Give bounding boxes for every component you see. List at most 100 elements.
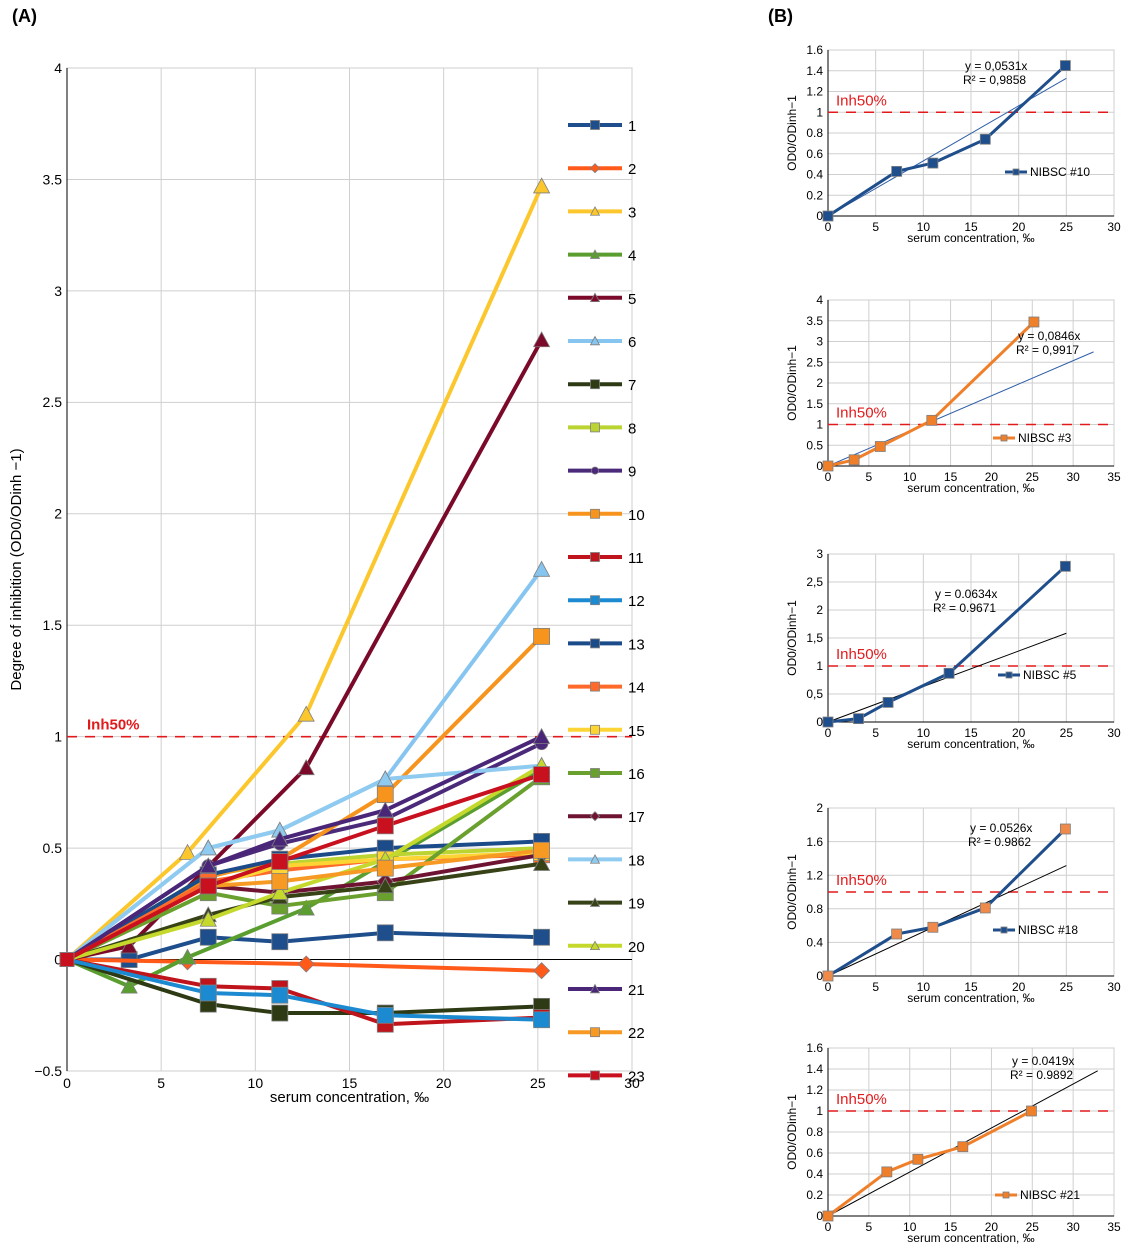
data-point bbox=[1059, 823, 1071, 835]
legend-label: 17 bbox=[628, 809, 645, 826]
data-point bbox=[1059, 60, 1071, 71]
x-tick-label: 0 bbox=[825, 220, 832, 234]
legend-label: NIBSC #21 bbox=[1020, 1188, 1080, 1202]
x-tick-label: 10 bbox=[903, 1220, 917, 1234]
legend-marker bbox=[589, 206, 601, 216]
data-point bbox=[853, 713, 864, 725]
y-tick-label: 0.6 bbox=[806, 1146, 823, 1160]
data-point bbox=[271, 853, 289, 870]
series-23 bbox=[59, 766, 550, 967]
data-point bbox=[376, 877, 394, 894]
legend-marker bbox=[589, 940, 601, 951]
legend-label: 16 bbox=[628, 766, 645, 783]
data-point bbox=[376, 859, 394, 877]
x-tick-label: 10 bbox=[917, 220, 931, 234]
y-tick-label: 0 bbox=[816, 459, 823, 473]
legend-label: 21 bbox=[628, 982, 645, 999]
x-tick-label: 25 bbox=[1060, 220, 1074, 234]
y-tick-label: 4 bbox=[54, 60, 62, 76]
trend-r2: R² = 0.9892 bbox=[1010, 1068, 1073, 1082]
legend-label: 14 bbox=[628, 680, 645, 697]
y-tick-label: 2 bbox=[816, 376, 823, 390]
data-point bbox=[533, 766, 550, 783]
legend-label: 5 bbox=[628, 291, 636, 308]
data-point bbox=[532, 854, 551, 871]
legend-label: 11 bbox=[628, 550, 644, 567]
legend-item-18: 18 bbox=[568, 852, 645, 869]
data-point bbox=[882, 697, 894, 708]
y-tick-label: 0.8 bbox=[806, 126, 823, 140]
legend-label: 8 bbox=[628, 420, 636, 437]
x-tick-label: 20 bbox=[436, 1075, 452, 1091]
x-tick-label: 15 bbox=[944, 470, 958, 484]
legend-marker bbox=[590, 120, 600, 130]
y-tick-label: 1 bbox=[816, 105, 823, 119]
legend-label: 2 bbox=[628, 161, 636, 178]
y-tick-label: 1 bbox=[816, 659, 823, 673]
legend-item: NIBSC #10 bbox=[1005, 165, 1090, 179]
panel-label-a: (A) bbox=[12, 6, 37, 26]
y-tick-label: 0 bbox=[816, 969, 823, 983]
legend-item-9: 9 bbox=[568, 464, 636, 481]
y-tick-label: 3 bbox=[816, 547, 823, 561]
x-axis-label: serum concentration, ‰ bbox=[907, 1231, 1034, 1245]
x-tick-label: 30 bbox=[1107, 220, 1121, 234]
y-tick-label: 0.5 bbox=[43, 840, 63, 856]
legend-label: 1 bbox=[628, 118, 636, 135]
trend-equation: y = 0.0526x bbox=[970, 821, 1032, 835]
x-tick-label: 10 bbox=[903, 470, 917, 484]
panel-label-b: (B) bbox=[768, 6, 793, 26]
legend-item-11: 11 bbox=[568, 550, 644, 567]
chart-B3: 0 5 10 15 20 25 30 0 0,5 1 1,5 2 2,5 3 serum concentra… bbox=[785, 547, 1121, 751]
data-point bbox=[199, 877, 217, 895]
x-axis-label: serum concentration, ‰ bbox=[907, 737, 1034, 751]
y-axis-label: OD0/ODinh−1 bbox=[785, 345, 799, 421]
legend-marker bbox=[590, 379, 600, 390]
y-tick-label: 0,5 bbox=[806, 687, 823, 701]
trend-r2: R² = 0,9858 bbox=[963, 73, 1026, 87]
legend-marker bbox=[590, 638, 600, 649]
y-tick-label: 0.8 bbox=[806, 902, 823, 916]
data-point bbox=[199, 839, 217, 856]
y-tick-label: 0.4 bbox=[806, 168, 823, 182]
data-point bbox=[822, 1210, 834, 1222]
y-tick-label: 0 bbox=[816, 715, 823, 729]
data-point bbox=[1026, 1105, 1037, 1117]
x-tick-label: 30 bbox=[1107, 726, 1121, 740]
legend-label: 3 bbox=[628, 204, 636, 221]
series-line bbox=[66, 338, 544, 962]
legend-item-5: 5 bbox=[568, 291, 636, 308]
legend-item-3: 3 bbox=[568, 204, 636, 221]
y-tick-label: 1.2 bbox=[806, 85, 823, 99]
x-axis-label: serum concentration, ‰ bbox=[907, 991, 1034, 1005]
x-axis-label: serum concentration, ‰ bbox=[907, 231, 1034, 245]
data-point bbox=[271, 830, 289, 847]
legend-marker bbox=[591, 466, 600, 475]
legend-item-23: 23 bbox=[568, 1068, 645, 1085]
data-point bbox=[874, 441, 886, 452]
x-tick-label: 0 bbox=[825, 1220, 832, 1234]
trend-r2: R² = 0,9917 bbox=[1016, 343, 1079, 357]
data-point bbox=[979, 902, 991, 914]
data-point bbox=[178, 948, 197, 965]
x-tick-label: 20 bbox=[1012, 220, 1026, 234]
legend-marker bbox=[590, 724, 600, 735]
y-tick-label: 4 bbox=[816, 293, 823, 307]
legend-item-13: 13 bbox=[568, 636, 645, 653]
y-tick-label: 1 bbox=[54, 729, 62, 745]
legend-label: NIBSC #18 bbox=[1018, 923, 1078, 937]
data-point bbox=[297, 955, 315, 973]
data-point bbox=[533, 1011, 550, 1029]
legend-marker bbox=[1005, 671, 1013, 679]
legend-marker bbox=[590, 422, 600, 433]
data-point bbox=[271, 1004, 289, 1022]
y-axis-label: OD0/ODinh−1 bbox=[785, 95, 799, 171]
x-tick-label: 10 bbox=[917, 980, 931, 994]
data-point bbox=[120, 977, 138, 994]
legend-item: NIBSC #18 bbox=[993, 923, 1078, 937]
data-point bbox=[533, 962, 551, 980]
x-tick-label: 10 bbox=[248, 1075, 264, 1091]
legend-label: 6 bbox=[628, 334, 636, 351]
legend-label: 23 bbox=[628, 1068, 645, 1085]
